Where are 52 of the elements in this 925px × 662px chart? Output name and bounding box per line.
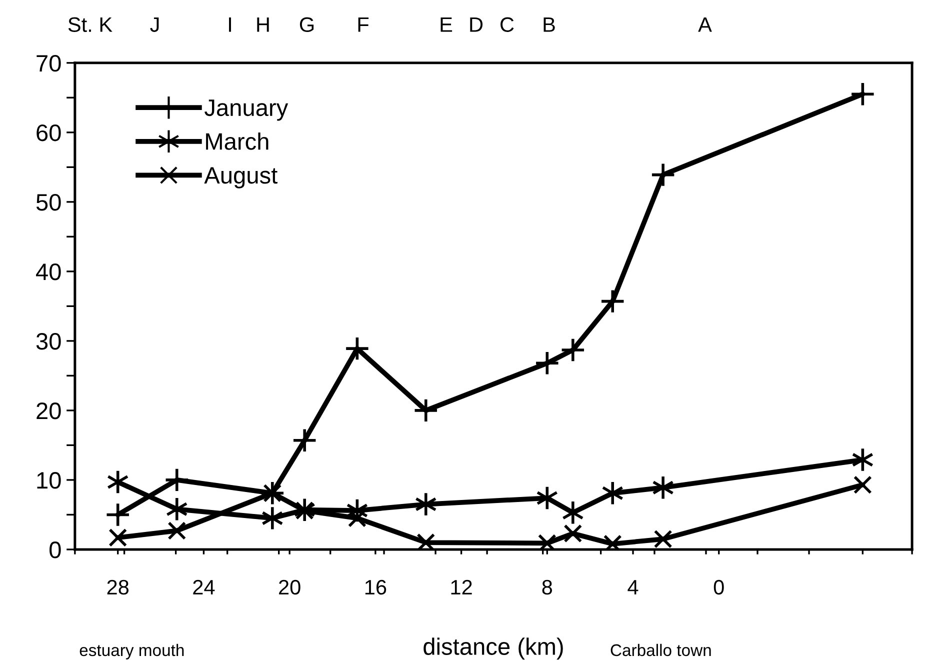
text: C	[500, 17, 514, 32]
text: J	[150, 17, 159, 32]
y-tick-label: 40	[36, 263, 61, 280]
text: G	[300, 17, 314, 32]
point	[261, 506, 284, 531]
point	[168, 521, 186, 540]
point	[602, 480, 624, 506]
text: estuary mouth	[80, 644, 184, 660]
text: F	[358, 17, 369, 32]
x-tick-label: 0	[714, 580, 724, 595]
point	[413, 398, 438, 423]
x-axis-title: distance (km)	[424, 638, 563, 660]
point	[414, 492, 437, 517]
x-tick-label: 20	[279, 580, 300, 595]
point	[853, 476, 872, 494]
x-tick-label: 16	[365, 580, 386, 595]
legend-label: January	[204, 100, 288, 121]
y-tick-label: 60	[36, 124, 61, 142]
text: A	[698, 17, 712, 32]
point	[164, 467, 190, 492]
point	[654, 530, 672, 548]
x-tick-label: 4	[628, 580, 638, 594]
x-tick-label: 12	[451, 580, 472, 594]
point	[108, 528, 128, 547]
point	[650, 162, 676, 188]
text: I	[229, 17, 231, 32]
text: B	[544, 17, 555, 32]
legend-label: August	[204, 167, 278, 188]
text: D	[470, 17, 483, 32]
point	[166, 496, 188, 522]
point	[560, 337, 586, 362]
point	[292, 428, 318, 453]
x-tick-label: 24	[193, 580, 215, 594]
text: St. K	[68, 17, 112, 32]
x-tick-label: 8	[542, 580, 552, 595]
y-tick-label: 50	[36, 194, 61, 211]
text: E	[440, 17, 452, 32]
legend-label: March	[206, 132, 268, 150]
text: Carballo town	[610, 644, 711, 656]
point	[600, 288, 626, 314]
point	[652, 475, 674, 500]
y-tick-label: 30	[36, 333, 61, 350]
text: H	[257, 17, 269, 32]
y-tick-label: 20	[36, 402, 61, 420]
point	[562, 500, 584, 526]
point	[416, 533, 436, 550]
point	[344, 336, 370, 362]
y-tick-label: 0	[50, 542, 61, 558]
y-tick-label: 10	[37, 472, 61, 489]
point	[564, 524, 582, 543]
x-tick-label: 28	[107, 580, 129, 595]
y-tick-label: 70	[36, 54, 61, 72]
